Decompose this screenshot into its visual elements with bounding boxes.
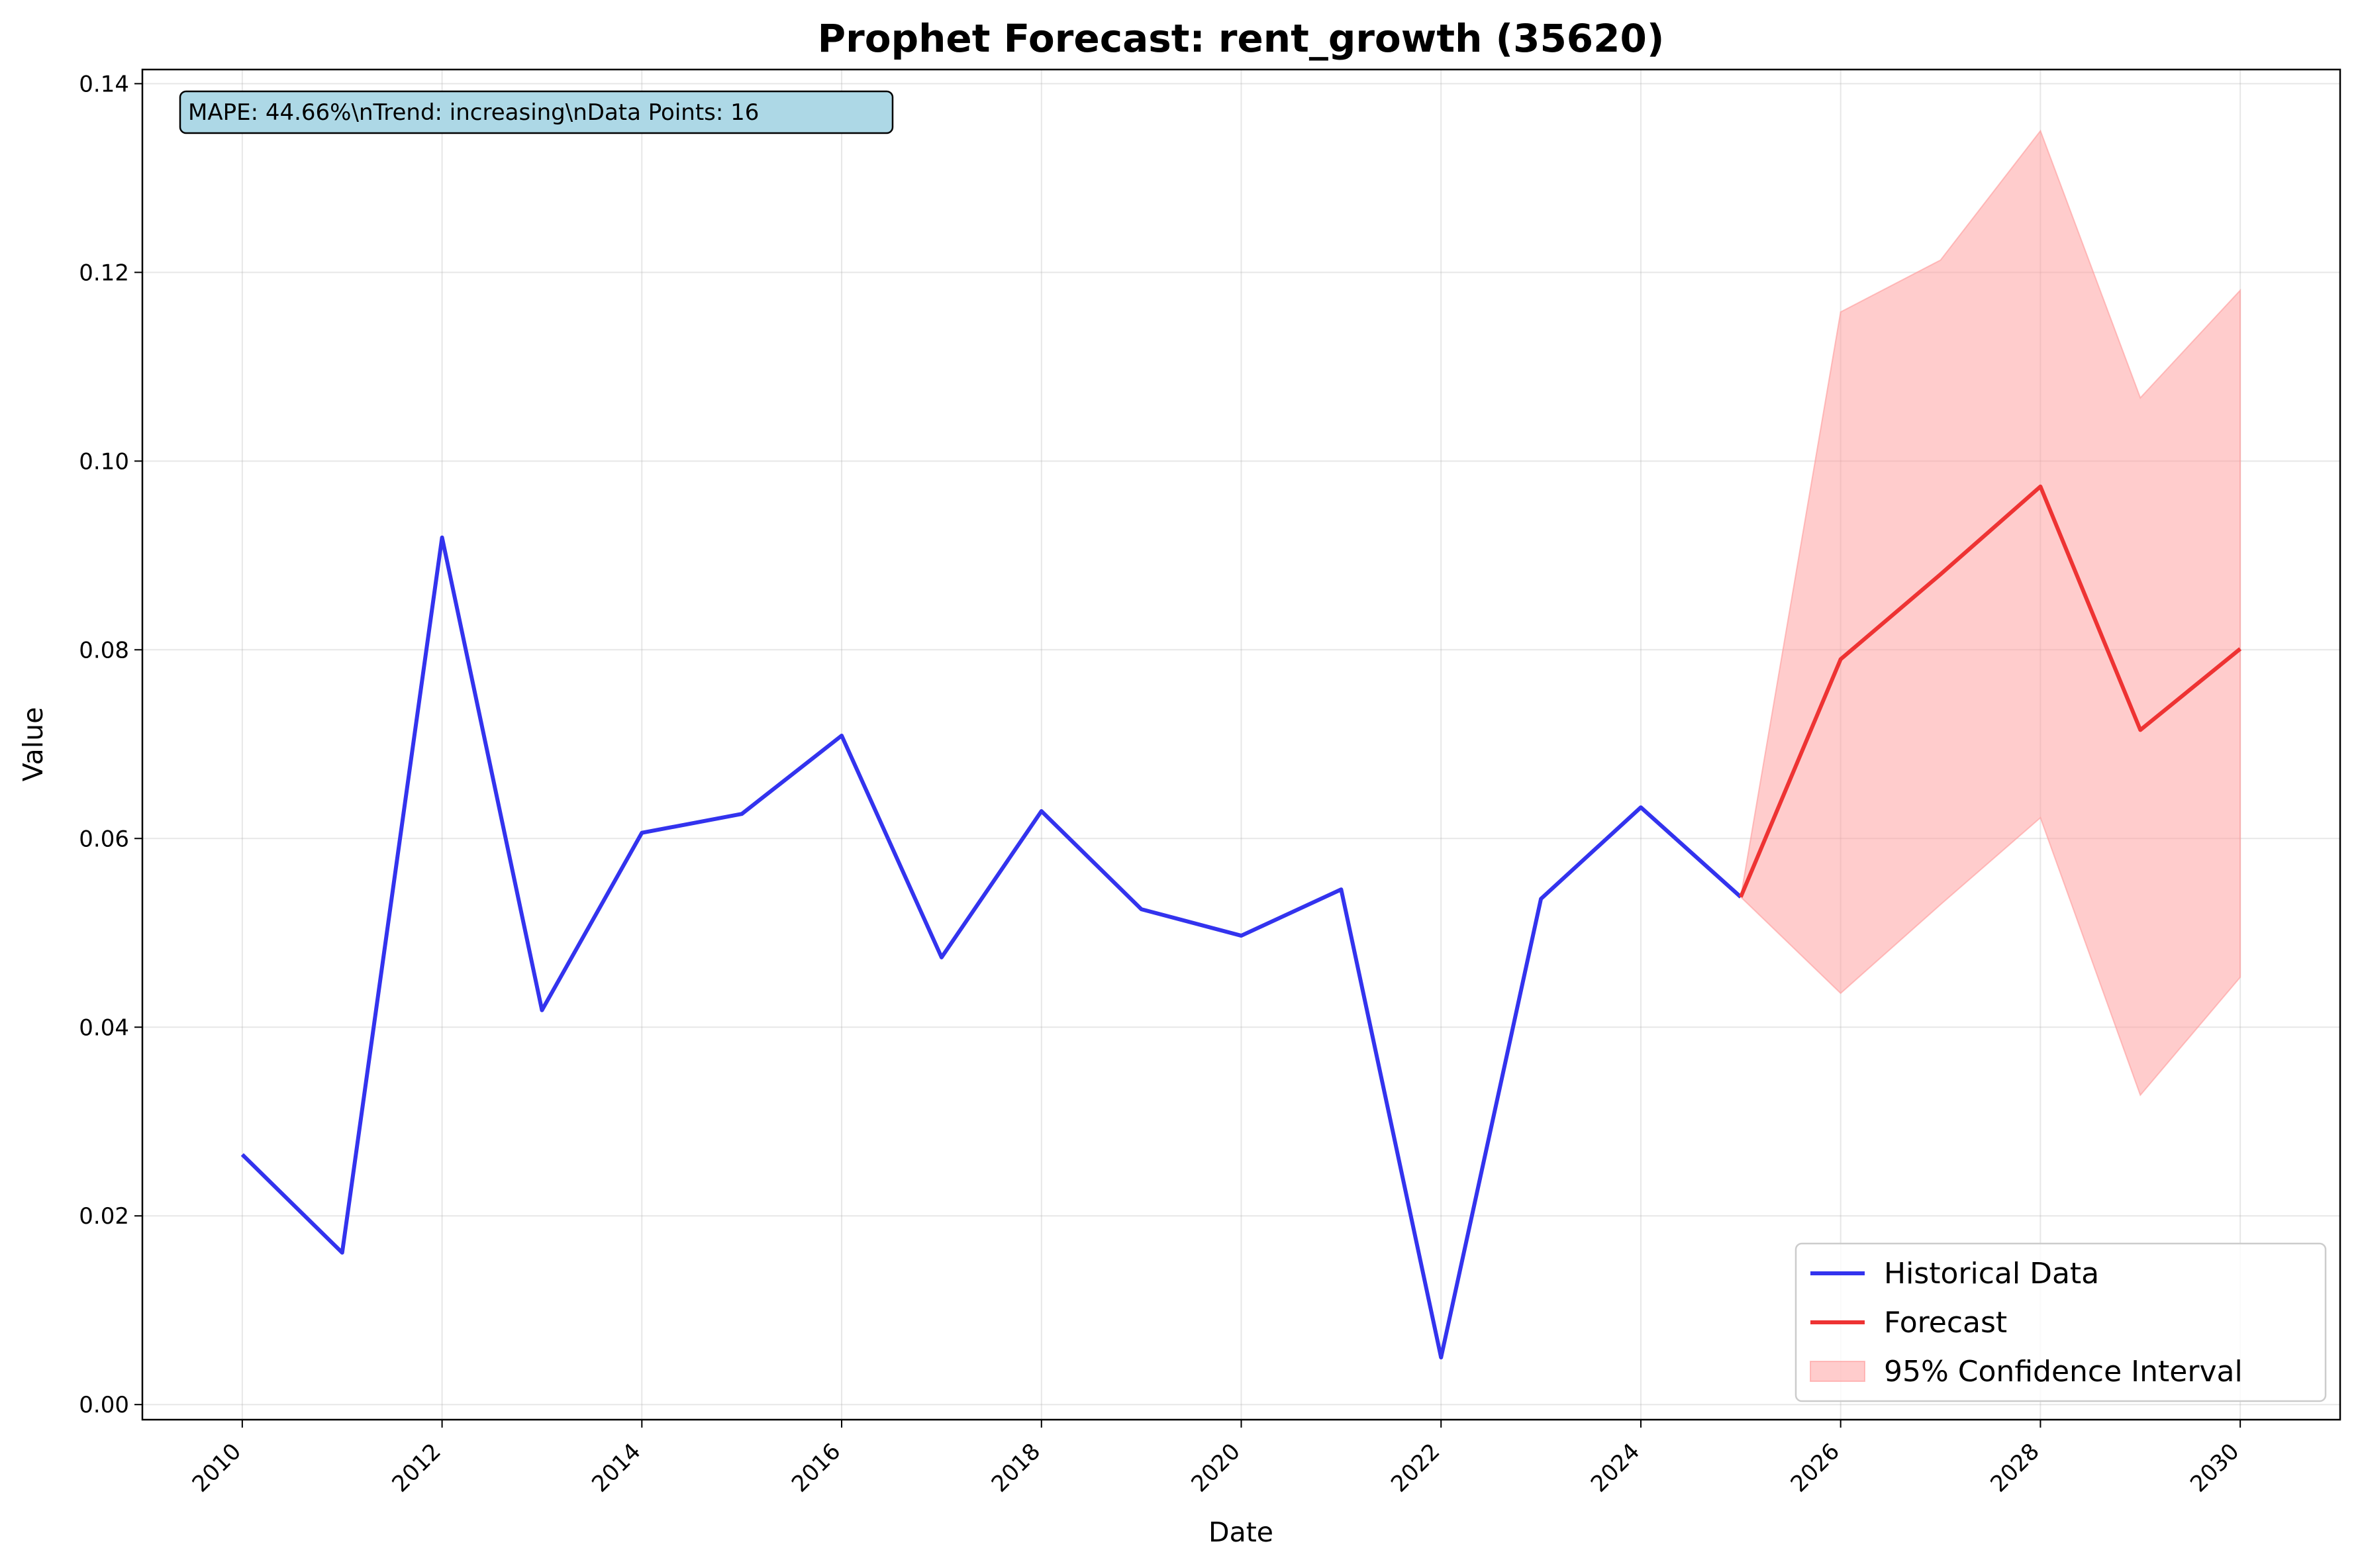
x-axis-label: Date: [1208, 1516, 1273, 1548]
chart-title: Prophet Forecast: rent_growth (35620): [818, 16, 1665, 61]
y-axis-label: Value: [17, 707, 49, 782]
y-tick-label: 0.02: [79, 1203, 129, 1230]
confidence-band-layer: [1740, 129, 2241, 1097]
y-tick-label: 0.14: [79, 71, 129, 97]
legend-label: 95% Confidence Interval: [1884, 1355, 2243, 1389]
lines-layer: [240, 484, 2242, 1359]
legend-swatch: [1810, 1361, 1865, 1382]
annotation-text: MAPE: 44.66%\nTrend: increasing\nData Po…: [188, 99, 759, 126]
metrics-annotation: MAPE: 44.66%\nTrend: increasing\nData Po…: [179, 90, 894, 134]
historical-data-line: [240, 535, 1742, 1359]
y-tick-label: 0.06: [79, 826, 129, 852]
legend-label: Historical Data: [1884, 1257, 2099, 1291]
y-tick-label: 0.08: [79, 637, 129, 663]
y-tick-label: 0.04: [79, 1014, 129, 1041]
forecast-line: [1739, 484, 2242, 898]
annotation-box: [179, 90, 894, 134]
y-tick-label: 0.12: [79, 260, 129, 286]
legend-box: [1795, 1242, 2327, 1402]
legend-label: Forecast: [1884, 1306, 2007, 1340]
y-tick-label: 0.10: [79, 448, 129, 475]
legend: Historical Data Forecast 95% Confidence In…: [1795, 1242, 2327, 1402]
confidence-band: [1740, 129, 2241, 1097]
y-tick-label: 0.00: [79, 1392, 129, 1418]
